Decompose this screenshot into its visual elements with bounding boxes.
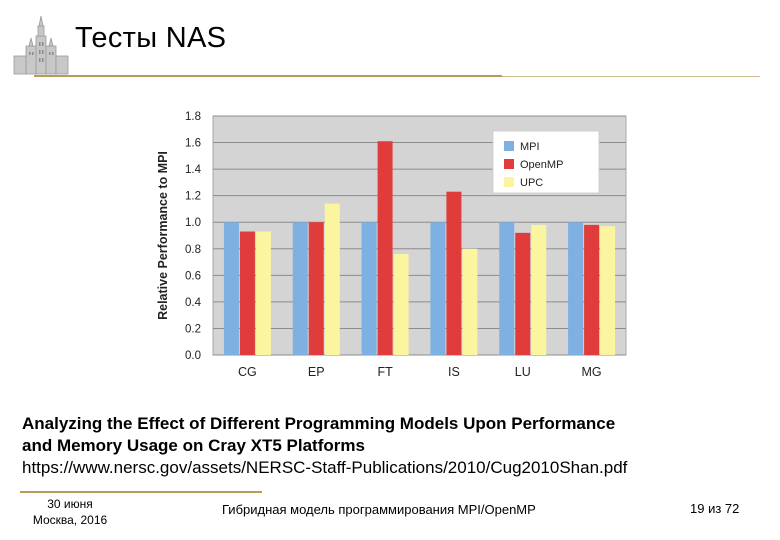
footer-course-title: Гибридная модель программирования MPI/Op…: [222, 502, 536, 517]
footer-place: Москва, 2016: [32, 513, 108, 527]
legend-label-mpi: MPI: [520, 141, 540, 153]
bar-upc-ep: [324, 203, 340, 355]
slide-title: Тесты NAS: [75, 22, 227, 54]
footer-divider: [20, 491, 262, 493]
bar-mpi-is: [430, 222, 446, 355]
footer-page-number: 19 из 72: [690, 501, 740, 516]
x-tick-label: LU: [515, 365, 531, 379]
legend-swatch-openmp: [504, 159, 514, 169]
caption: Analyzing the Effect of Different Progra…: [22, 413, 762, 479]
caption-paper-title-line2: and Memory Usage on Cray XT5 Platforms: [22, 436, 365, 455]
legend-swatch-mpi: [504, 141, 514, 151]
bar-upc-mg: [600, 226, 616, 355]
bar-openmp-ep: [308, 222, 324, 355]
bar-mpi-ft: [361, 222, 377, 355]
bar-openmp-mg: [584, 224, 600, 355]
bar-mpi-ep: [292, 222, 308, 355]
legend-swatch-upc: [504, 177, 514, 187]
bar-openmp-lu: [515, 232, 531, 355]
footer-date-block: 30 июня Москва, 2016: [20, 496, 120, 528]
bar-openmp-cg: [239, 231, 255, 355]
y-tick-label: 1.8: [185, 111, 201, 123]
y-tick-label: 1.4: [185, 164, 202, 176]
legend-label-upc: UPC: [520, 177, 543, 189]
title-divider-thin: [502, 76, 760, 77]
y-tick-label: 0.6: [185, 270, 201, 282]
y-tick-label: 0.2: [185, 323, 201, 335]
y-tick-label: 0.8: [185, 244, 201, 256]
bar-upc-ft: [393, 254, 409, 355]
legend-label-openmp: OpenMP: [520, 159, 563, 171]
bar-mpi-cg: [223, 222, 239, 355]
x-tick-label: MG: [582, 365, 602, 379]
y-axis-label: Relative Performance to MPI: [156, 151, 170, 320]
bar-upc-cg: [255, 231, 271, 355]
y-tick-label: 1.0: [185, 217, 201, 229]
university-building-logo: [13, 15, 69, 75]
x-tick-label: EP: [308, 365, 325, 379]
title-divider: [34, 75, 502, 77]
y-tick-label: 0.0: [185, 350, 201, 362]
bar-openmp-is: [446, 191, 462, 355]
bar-upc-lu: [531, 224, 547, 355]
x-tick-label: CG: [238, 365, 257, 379]
bar-upc-is: [462, 248, 478, 355]
y-tick-label: 1.6: [185, 138, 201, 150]
caption-url[interactable]: https://www.nersc.gov/assets/NERSC-Staff…: [22, 458, 628, 477]
caption-paper-title-line1: Analyzing the Effect of Different Progra…: [22, 414, 616, 433]
x-tick-label: FT: [377, 365, 393, 379]
y-tick-label: 1.2: [185, 191, 201, 203]
bar-openmp-ft: [377, 141, 393, 355]
footer-date: 30 июня: [47, 497, 93, 511]
bar-mpi-mg: [568, 222, 584, 355]
y-tick-label: 0.4: [185, 297, 202, 309]
nas-benchmark-chart: 0.0 0.2 0.4 0.6 0.8 1.0 1.2 1.4 1.6 1.8 Relative P…: [156, 111, 627, 379]
bar-mpi-lu: [499, 222, 515, 355]
x-tick-label: IS: [448, 365, 460, 379]
